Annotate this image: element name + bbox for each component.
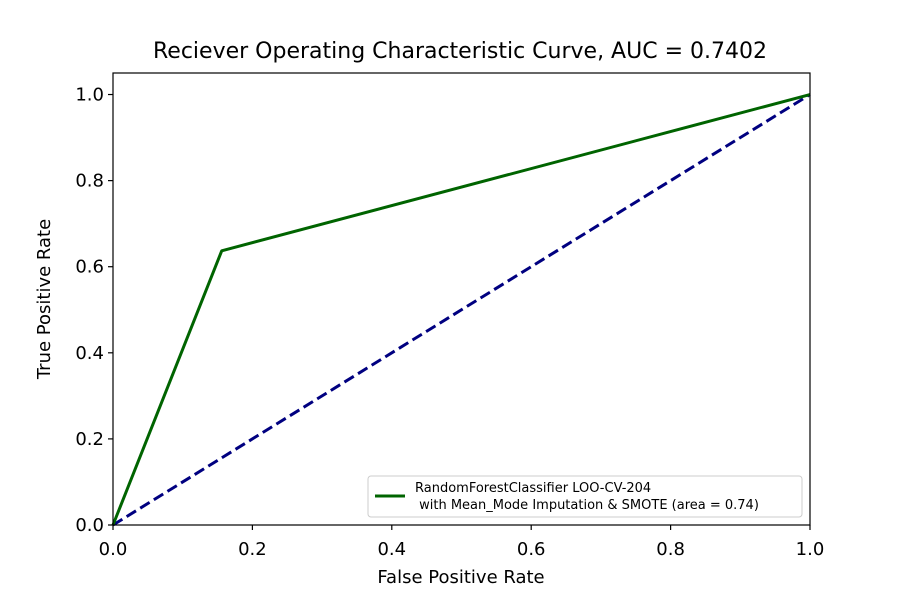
x-tick-label-1: 0.2 — [238, 539, 267, 560]
legend-label-line-2: with Mean_Mode Imputation & SMOTE (area … — [415, 498, 759, 513]
y-tick-label-1: 0.2 — [75, 429, 104, 450]
x-tick-label-5: 1.0 — [796, 539, 825, 560]
x-tick-label-4: 0.8 — [656, 539, 685, 560]
x-tick-label-0: 0.0 — [99, 539, 128, 560]
y-tick-label-4: 0.8 — [75, 171, 104, 192]
x-tick-label-3: 0.6 — [517, 539, 546, 560]
chart-title: Reciever Operating Characteristic Curve,… — [153, 39, 767, 64]
y-tick-label-0: 0.0 — [75, 515, 104, 536]
x-axis-label: False Positive Rate — [377, 567, 544, 588]
x-tick-label-2: 0.4 — [377, 539, 406, 560]
chance-diagonal-line — [112, 93, 811, 527]
y-tick-label-3: 0.6 — [75, 257, 104, 278]
y-tick-label-2: 0.4 — [75, 343, 104, 364]
y-axis-label: True Positive Rate — [34, 219, 55, 380]
y-tick-label-5: 1.0 — [75, 85, 104, 106]
plot-area: 0.0 0.2 0.4 0.6 0.8 1.0 0.0 0.2 0.4 0.6 0.8 1.0 — [75, 72, 825, 560]
legend-box — [367, 475, 803, 518]
legend-label-line-1: RandomForestClassifier LOO-CV-204 — [415, 481, 651, 496]
plot-frame — [112, 72, 811, 526]
legend: RandomForestClassifier LOO-CV-204 with M… — [367, 475, 803, 518]
roc-curve-line — [111, 93, 811, 526]
